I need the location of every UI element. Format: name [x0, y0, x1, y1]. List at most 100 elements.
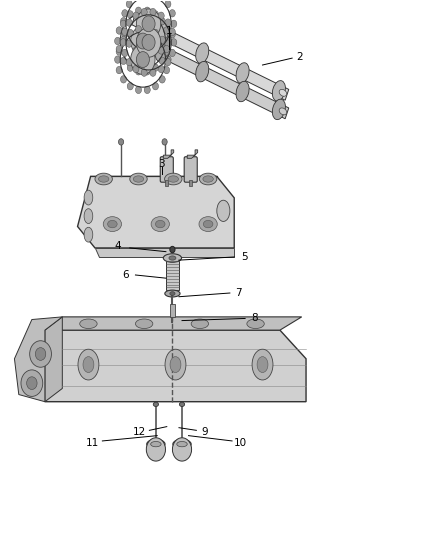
Circle shape: [141, 69, 147, 76]
Ellipse shape: [170, 292, 175, 295]
Ellipse shape: [135, 319, 153, 328]
Circle shape: [144, 26, 150, 33]
Ellipse shape: [108, 220, 117, 228]
Circle shape: [144, 68, 150, 75]
Ellipse shape: [99, 176, 109, 182]
Ellipse shape: [279, 90, 287, 96]
Circle shape: [165, 19, 171, 26]
Circle shape: [115, 37, 120, 45]
FancyBboxPatch shape: [160, 157, 173, 182]
Bar: [166, 180, 168, 186]
Ellipse shape: [199, 173, 217, 185]
Ellipse shape: [257, 357, 268, 373]
Circle shape: [158, 47, 164, 54]
Circle shape: [171, 20, 177, 28]
Ellipse shape: [155, 220, 165, 228]
Circle shape: [122, 30, 128, 38]
Ellipse shape: [153, 402, 159, 407]
Circle shape: [136, 9, 161, 39]
Circle shape: [122, 10, 128, 17]
Circle shape: [131, 26, 155, 56]
Ellipse shape: [173, 439, 191, 449]
Ellipse shape: [165, 173, 182, 185]
Circle shape: [150, 9, 156, 16]
Circle shape: [116, 67, 122, 74]
Circle shape: [120, 36, 127, 44]
Circle shape: [120, 18, 127, 25]
Circle shape: [27, 377, 37, 390]
Polygon shape: [45, 317, 302, 330]
Circle shape: [144, 86, 150, 94]
Circle shape: [131, 45, 155, 75]
Text: 11: 11: [86, 438, 99, 448]
Circle shape: [169, 28, 175, 36]
Text: 10: 10: [233, 438, 247, 448]
Circle shape: [163, 67, 170, 74]
Polygon shape: [132, 33, 289, 119]
Circle shape: [126, 40, 132, 47]
Bar: [166, 261, 179, 290]
Polygon shape: [45, 317, 62, 402]
Ellipse shape: [163, 254, 182, 262]
Circle shape: [169, 10, 175, 17]
Ellipse shape: [272, 80, 286, 101]
Polygon shape: [132, 14, 289, 100]
Circle shape: [173, 438, 191, 461]
Ellipse shape: [84, 190, 93, 205]
Circle shape: [152, 64, 159, 71]
Circle shape: [133, 12, 139, 19]
Circle shape: [142, 16, 155, 32]
Circle shape: [135, 7, 141, 14]
Circle shape: [159, 57, 165, 64]
Text: 1: 1: [166, 26, 172, 36]
Ellipse shape: [180, 402, 185, 407]
Circle shape: [165, 40, 171, 47]
Circle shape: [141, 51, 147, 58]
Text: 5: 5: [241, 252, 247, 262]
Circle shape: [165, 1, 171, 8]
Ellipse shape: [155, 42, 168, 62]
Text: 12: 12: [133, 427, 146, 437]
Text: 8: 8: [251, 313, 258, 324]
Ellipse shape: [203, 176, 213, 182]
Ellipse shape: [236, 63, 249, 83]
Polygon shape: [163, 150, 174, 158]
Circle shape: [116, 45, 122, 53]
Circle shape: [144, 7, 150, 14]
Text: 9: 9: [202, 427, 208, 437]
Polygon shape: [95, 248, 234, 257]
Circle shape: [126, 19, 132, 26]
Circle shape: [122, 28, 128, 36]
Ellipse shape: [78, 349, 99, 380]
Polygon shape: [45, 330, 306, 402]
Ellipse shape: [133, 176, 144, 182]
Circle shape: [152, 83, 159, 90]
Text: 3: 3: [158, 159, 165, 169]
Text: 6: 6: [122, 270, 129, 280]
Circle shape: [115, 56, 120, 63]
Circle shape: [135, 26, 141, 33]
Ellipse shape: [199, 216, 217, 231]
Ellipse shape: [165, 290, 180, 297]
Ellipse shape: [95, 173, 113, 185]
Circle shape: [133, 47, 139, 54]
Circle shape: [165, 37, 171, 45]
Circle shape: [127, 64, 133, 71]
Circle shape: [126, 59, 132, 66]
Circle shape: [116, 27, 122, 34]
Circle shape: [127, 83, 133, 90]
Circle shape: [163, 45, 170, 53]
FancyBboxPatch shape: [184, 157, 197, 182]
Circle shape: [146, 438, 166, 461]
Ellipse shape: [217, 200, 230, 221]
Ellipse shape: [151, 441, 161, 447]
Circle shape: [141, 9, 147, 16]
Ellipse shape: [247, 319, 264, 328]
Ellipse shape: [147, 439, 165, 449]
Ellipse shape: [177, 441, 187, 447]
Ellipse shape: [170, 357, 181, 373]
Circle shape: [116, 48, 122, 55]
Circle shape: [171, 39, 177, 46]
Circle shape: [152, 11, 159, 18]
Ellipse shape: [272, 99, 286, 119]
